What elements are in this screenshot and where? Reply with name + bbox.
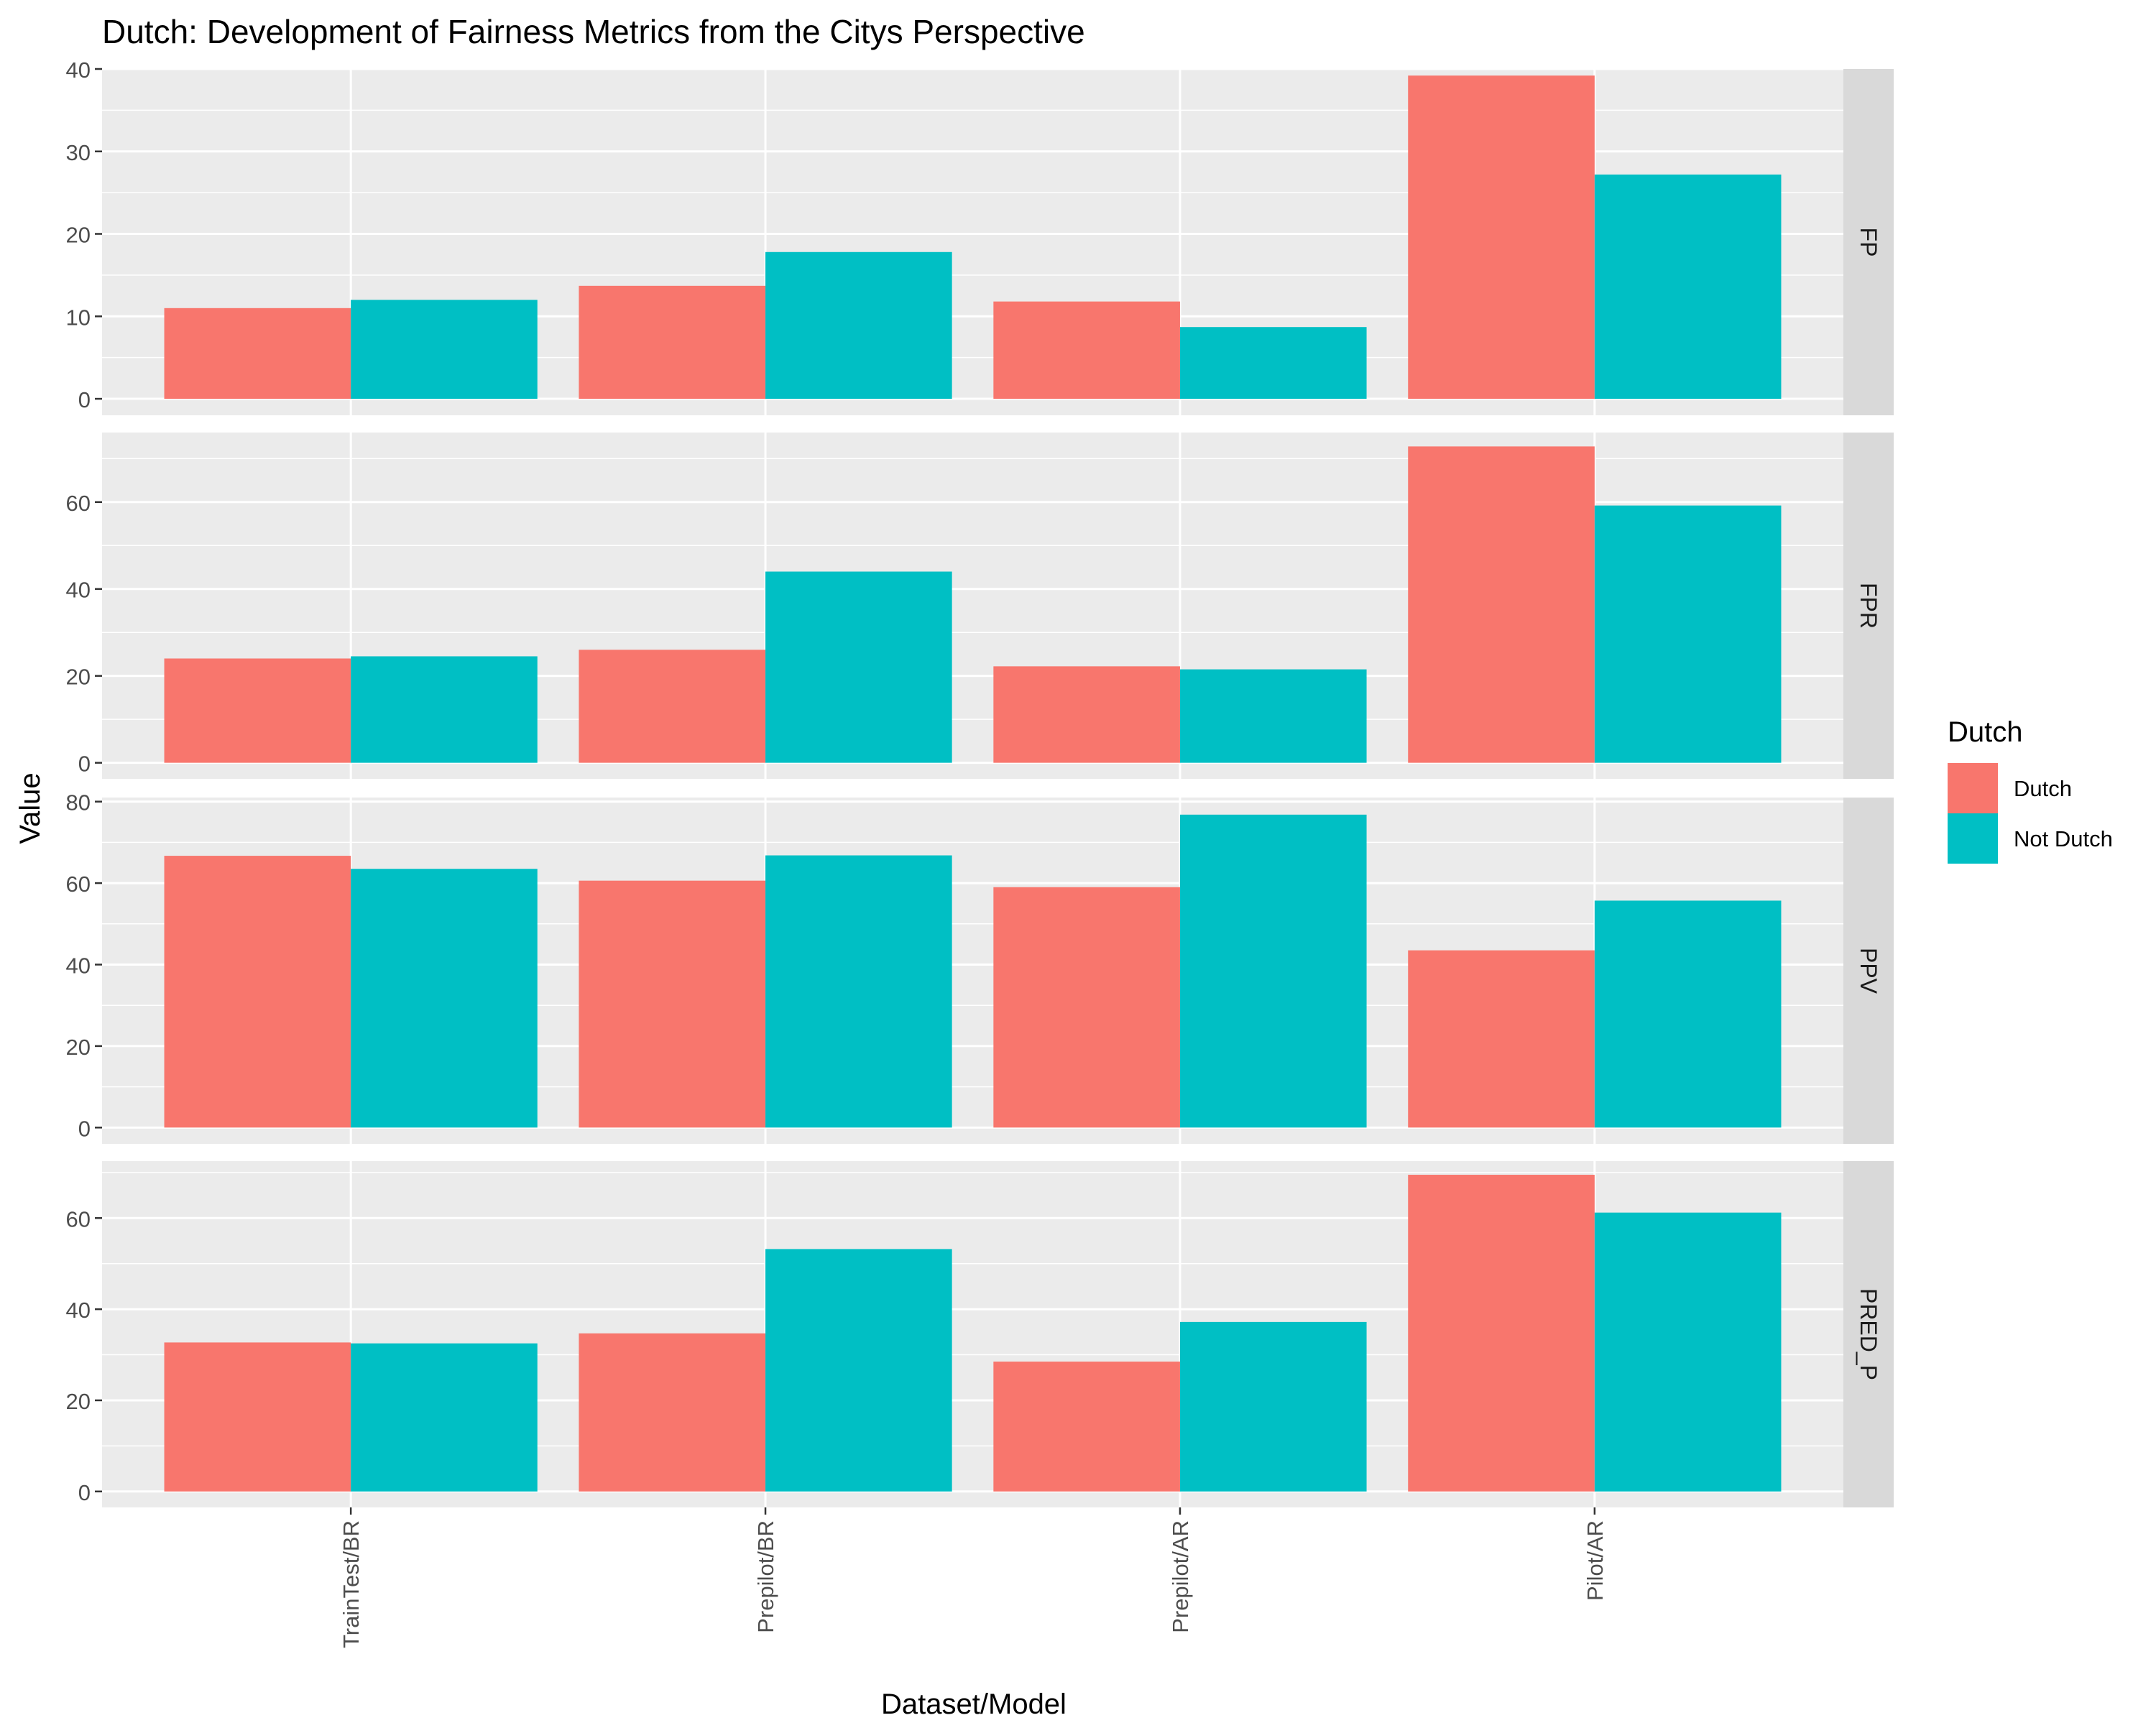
legend-key-dutch xyxy=(1948,763,1998,813)
bar-fpr-dutch-1 xyxy=(579,650,766,763)
facet-panel-pred_p: 0 20 40 60 PRED_P xyxy=(66,1161,1894,1507)
bar-ppv-dutch-2 xyxy=(993,887,1180,1128)
bar-fpr-not-dutch-1 xyxy=(765,571,952,763)
bar-ppv-not-dutch-3 xyxy=(1594,900,1782,1128)
facet-strip-label: FPR xyxy=(1856,583,1881,629)
y-tick-label: 40 xyxy=(66,1298,91,1323)
bar-fp-dutch-3 xyxy=(1408,75,1595,399)
bar-pred_p-dutch-1 xyxy=(579,1333,766,1492)
bar-fpr-not-dutch-2 xyxy=(1179,669,1367,763)
facet-strip-label: PPV xyxy=(1856,948,1881,994)
y-tick-label: 0 xyxy=(78,387,91,412)
x-axis-ticks: TrainTest/BR Prepilot/BR Prepilot/AR Pilot/… xyxy=(338,1507,1608,1648)
bar-pred_p-dutch-3 xyxy=(1408,1175,1595,1492)
legend-label: Dutch xyxy=(2014,776,2072,801)
facet-strip xyxy=(1843,1161,1894,1507)
bar-fpr-dutch-0 xyxy=(164,658,351,763)
facet-strip xyxy=(1843,69,1894,415)
y-axis-label: Value xyxy=(14,772,46,844)
facet-panel-fp: 0 10 20 30 40 FP xyxy=(66,57,1894,415)
bar-fp-dutch-2 xyxy=(993,301,1180,399)
facet-panel-fpr: 0 20 40 60 FPR xyxy=(66,433,1894,779)
y-tick-label: 20 xyxy=(66,223,91,248)
bar-pred_p-dutch-0 xyxy=(164,1342,351,1492)
bar-ppv-dutch-0 xyxy=(164,856,351,1128)
bar-ppv-not-dutch-2 xyxy=(1179,814,1367,1128)
y-tick-label: 20 xyxy=(66,1389,91,1414)
bar-fp-not-dutch-0 xyxy=(351,300,538,399)
bar-pred_p-not-dutch-1 xyxy=(765,1249,952,1492)
facet-strip-label: PRED_P xyxy=(1856,1288,1881,1380)
legend: Dutch Dutch Not Dutch xyxy=(1948,716,2113,864)
bar-fp-not-dutch-1 xyxy=(765,251,952,399)
y-tick-label: 60 xyxy=(66,872,91,897)
y-tick-label: 10 xyxy=(66,305,91,330)
y-tick-label: 40 xyxy=(66,57,91,83)
y-tick-label: 40 xyxy=(66,953,91,978)
y-tick-label: 20 xyxy=(66,665,91,690)
y-tick-label: 0 xyxy=(78,1480,91,1505)
bar-fp-dutch-1 xyxy=(579,285,766,399)
bar-fp-dutch-0 xyxy=(164,308,351,399)
bar-pred_p-not-dutch-3 xyxy=(1594,1212,1782,1492)
bar-fpr-dutch-3 xyxy=(1408,446,1595,763)
bar-pred_p-not-dutch-2 xyxy=(1179,1321,1367,1492)
y-tick-label: 40 xyxy=(66,578,91,603)
bar-fpr-not-dutch-0 xyxy=(351,656,538,763)
facet-strip-label: FP xyxy=(1856,228,1881,257)
chart-title: Dutch: Development of Fairness Metrics f… xyxy=(102,13,1085,50)
y-tick-label: 80 xyxy=(66,790,91,816)
y-tick-label: 0 xyxy=(78,752,91,777)
bar-pred_p-dutch-2 xyxy=(993,1362,1180,1492)
bar-ppv-dutch-3 xyxy=(1408,950,1595,1128)
legend-label: Not Dutch xyxy=(2014,826,2113,851)
bar-ppv-dutch-1 xyxy=(579,880,766,1128)
y-tick-label: 60 xyxy=(66,1206,91,1232)
bar-pred_p-not-dutch-0 xyxy=(351,1343,538,1492)
x-tick-label: Prepilot/AR xyxy=(1168,1520,1193,1633)
bar-ppv-not-dutch-1 xyxy=(765,855,952,1128)
y-tick-label: 20 xyxy=(66,1035,91,1060)
legend-key-not-dutch xyxy=(1948,813,1998,864)
bar-fpr-dutch-2 xyxy=(993,666,1180,763)
legend-title: Dutch xyxy=(1948,716,2023,748)
bar-ppv-not-dutch-0 xyxy=(351,869,538,1128)
facet-panels: 0 10 20 30 40 FP 0 20 40 60 FPR 0 20 40 60 80 PPV 0 20 40 60… xyxy=(66,57,1894,1507)
facet-strip xyxy=(1843,798,1894,1144)
bar-fp-not-dutch-2 xyxy=(1179,327,1367,399)
bar-fp-not-dutch-3 xyxy=(1594,174,1782,399)
facet-panel-ppv: 0 20 40 60 80 PPV xyxy=(66,790,1894,1144)
y-tick-label: 30 xyxy=(66,140,91,165)
y-tick-label: 0 xyxy=(78,1116,91,1141)
x-tick-label: TrainTest/BR xyxy=(338,1520,364,1648)
bar-fpr-not-dutch-3 xyxy=(1594,505,1782,763)
x-tick-label: Pilot/AR xyxy=(1583,1520,1608,1601)
y-tick-label: 60 xyxy=(66,491,91,516)
facet-strip xyxy=(1843,433,1894,779)
x-axis-label: Dataset/Model xyxy=(881,1688,1067,1720)
x-tick-label: Prepilot/BR xyxy=(753,1520,778,1633)
